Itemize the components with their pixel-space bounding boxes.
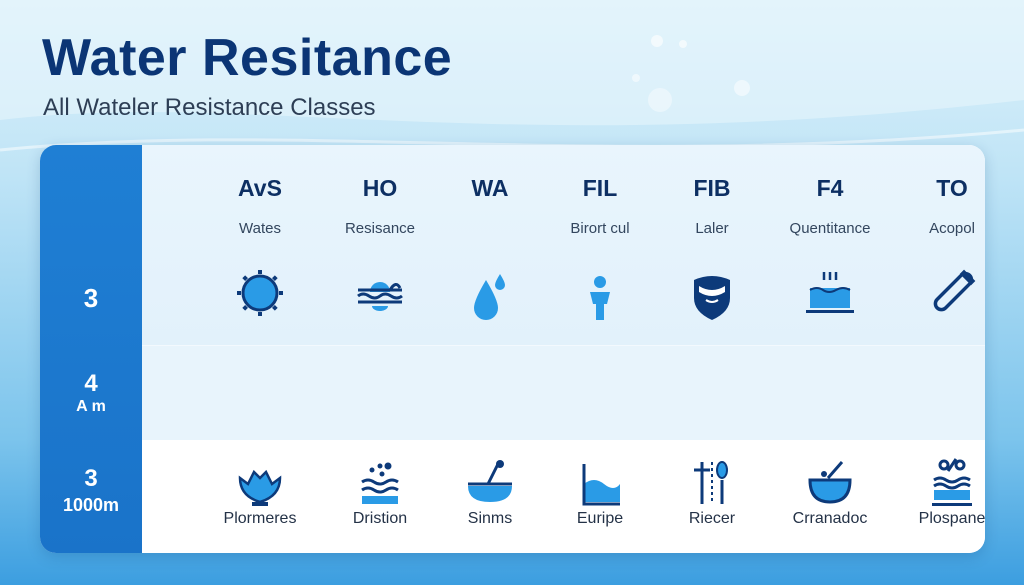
water-level-icon [540, 452, 660, 507]
class-label: Wates [239, 220, 281, 237]
class-label: Laler [695, 220, 729, 237]
bottom-label: Euripe [576, 510, 624, 527]
class-label: Acopol [929, 220, 975, 237]
bottom-label: Plormeres [223, 510, 297, 527]
bottom-label: Crranadoc [792, 510, 868, 527]
side-row-3-value: 3 [84, 465, 98, 492]
bottom-label: Dristion [352, 510, 408, 527]
class-label: Resisance [344, 220, 416, 237]
side-row-2-value: 4 [84, 370, 98, 397]
person-icon [540, 262, 660, 324]
side-column: 3 4 A m 3 1000m [40, 145, 142, 553]
class-label: Quentitance [789, 220, 871, 237]
side-row-1-value: 3 [83, 283, 99, 313]
boat-bowl-icon [430, 452, 550, 507]
side-row-2-unit: A m [76, 398, 106, 415]
resistance-table: 3 4 A m 3 1000m AvS Wates HO Resisance W… [40, 145, 985, 553]
test-tube-icon [892, 262, 985, 324]
gauge-tools-icon [652, 452, 772, 507]
class-code: HO [362, 175, 398, 201]
header-icon-row: AvS Wates HO Resisance WA FIL Birort cul… [142, 145, 985, 345]
bottom-row: Plormeres Dristion Sinms Euripe Riecer C… [142, 440, 985, 553]
bubbles-waves-icon [320, 452, 440, 507]
class-label: Birort cul [570, 220, 630, 237]
swimmer-waves-icon [320, 262, 440, 324]
water-tank-icon [770, 262, 890, 324]
bottom-label: Riecer [688, 510, 736, 527]
shield-water-icon [652, 262, 772, 324]
class-code: F4 [816, 175, 844, 201]
water-drops-icon [430, 262, 550, 324]
class-code: AvS [238, 175, 282, 201]
side-row-3-unit: 1000m [62, 495, 120, 515]
page-subtitle: All Wateler Resistance Classes [43, 94, 376, 121]
class-code: TO [936, 175, 968, 201]
class-code: FIB [693, 175, 731, 201]
sun-water-icon [200, 262, 320, 324]
class-code: WA [471, 175, 509, 201]
bottom-label: Sinms [467, 510, 513, 527]
empty-row [142, 345, 985, 440]
class-code: FIL [582, 175, 618, 201]
bottom-label: Plospane [918, 510, 985, 527]
page-title: Water Resitance [42, 29, 453, 87]
splash-bowl-icon [200, 452, 320, 507]
mixing-bowl-icon [770, 452, 890, 507]
percent-waves-icon [892, 452, 985, 507]
